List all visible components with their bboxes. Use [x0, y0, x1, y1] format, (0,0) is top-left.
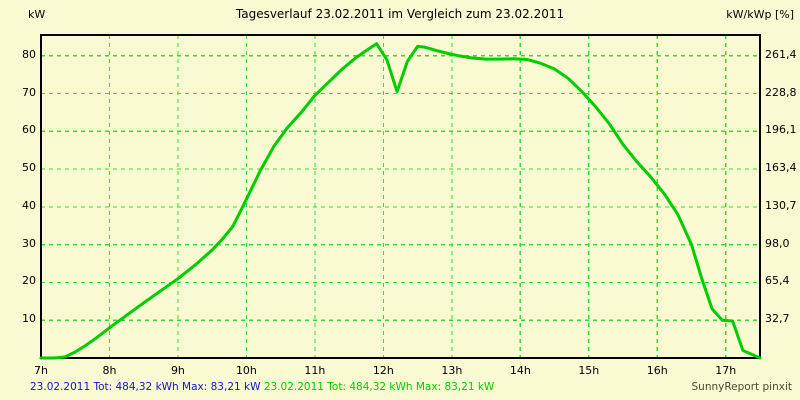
- y-axis-tick-right-2: 98,0: [765, 236, 790, 250]
- legend-entry-1: 23.02.2011 Tot: 484,32 kWh Max: 83,21 kW: [30, 381, 261, 393]
- x-axis-tick-7: 14h: [509, 364, 531, 377]
- left-axis-unit-label: kW: [28, 8, 46, 21]
- data-series: [39, 42, 762, 360]
- y-axis-tick-right-1: 65,4: [765, 274, 790, 288]
- y-axis-tick-left-2: 30: [22, 236, 36, 250]
- y-axis-tick-left-7: 80: [22, 47, 36, 61]
- x-axis-tick-5: 12h: [372, 364, 394, 377]
- y-axis-tick-left-6: 70: [22, 85, 36, 99]
- x-axis-tick-10: 17h: [715, 364, 737, 377]
- y-axis-tick-right-6: 228,8: [765, 85, 797, 99]
- y-axis-tick-right-7: 261,4: [765, 47, 797, 61]
- y-axis-tick-left-5: 60: [22, 123, 36, 137]
- plot-frame: [40, 34, 761, 359]
- x-axis-tick-0: 7h: [34, 364, 48, 377]
- right-axis-unit-label: kW/kWp [%]: [726, 8, 794, 21]
- y-axis-tick-left-1: 20: [22, 274, 36, 288]
- y-axis-tick-right-5: 196,1: [765, 123, 797, 137]
- x-axis-tick-8: 15h: [578, 364, 600, 377]
- x-axis-tick-3: 10h: [235, 364, 257, 377]
- series-line-0: [39, 42, 762, 360]
- y-axis-tick-right-4: 163,4: [765, 161, 797, 175]
- chart-legend: 23.02.2011 Tot: 484,32 kWh Max: 83,21 kW…: [30, 381, 494, 393]
- chart-title: Tagesverlauf 23.02.2011 im Vergleich zum…: [235, 7, 565, 21]
- y-axis-tick-right-0: 32,7: [765, 312, 790, 326]
- x-axis-tick-4: 11h: [304, 364, 326, 377]
- watermark-label: SunnyReport pinxit: [691, 381, 792, 393]
- x-axis-tick-2: 9h: [170, 364, 185, 377]
- y-axis-tick-left-0: 10: [22, 312, 36, 326]
- y-axis-tick-left-4: 50: [22, 161, 36, 175]
- y-axis-tick-right-3: 130,7: [765, 198, 797, 212]
- x-axis-tick-1: 8h: [102, 364, 117, 377]
- y-axis-tick-left-3: 40: [22, 198, 36, 212]
- legend-entry-2: 23.02.2011 Tot: 484,32 kWh Max: 83,21 kW: [263, 381, 495, 393]
- x-axis-tick-6: 13h: [441, 364, 463, 377]
- x-axis-tick-9: 16h: [646, 364, 668, 377]
